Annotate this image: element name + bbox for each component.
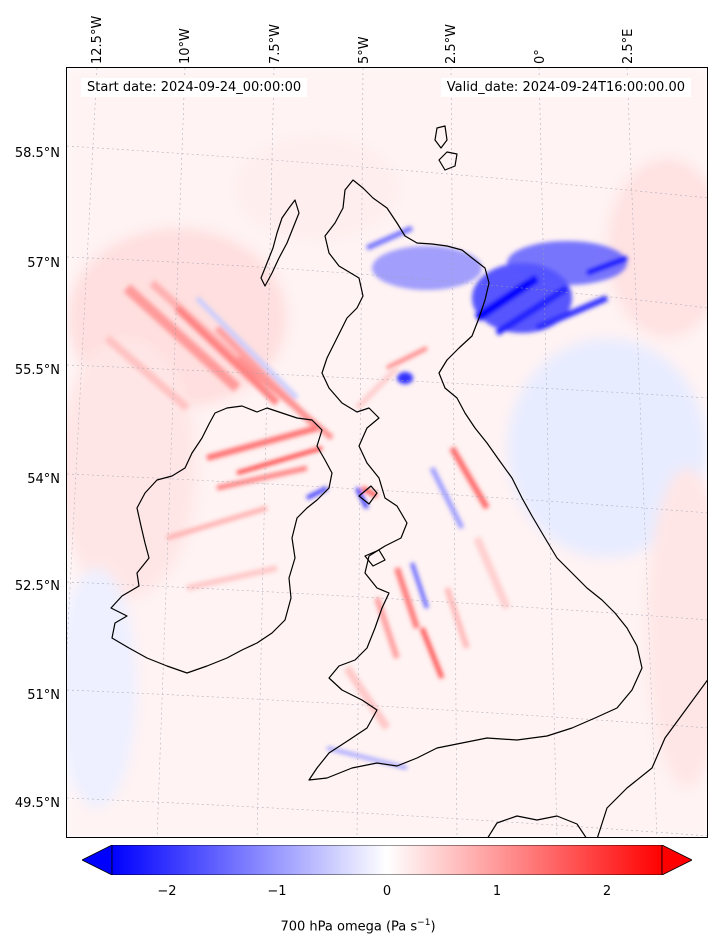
lon-label-2-5w: 2.5°W [444,23,459,64]
colorbar-label: 700 hPa omega (Pa s−1) [0,918,716,934]
coastline-orkney [438,151,458,171]
lat-label-57n: 57°N [27,256,60,271]
colorbar-tick-neg2: −2 [157,884,177,899]
colorbar-tick-neg1: −1 [267,884,287,899]
coastline-great-britain [308,179,643,781]
valid-date-label: Valid_date: 2024-09-24T16:00:00.00 [440,78,691,97]
omega-field-england-wales [326,365,511,770]
colorbar-extend-max [661,845,692,875]
coastline-isle-of-man [358,485,378,505]
map-svg [67,68,707,837]
coastline-hebrides [260,199,300,287]
coastline-ireland [110,405,333,674]
lat-label-58-5n: 58.5°N [14,146,60,161]
lat-label-52-5n: 52.5°N [14,579,60,594]
colorbar-label-exponent: −1 [417,918,431,928]
coastline-france [487,815,587,837]
lon-label-5w: 5°W [357,36,372,64]
colorbar-gradient [111,845,663,875]
colorbar-label-text: 700 hPa omega (Pa s [280,919,418,935]
colorbar-extend-min [82,845,113,875]
start-date-label: Start date: 2024-09-24_00:00:00 [81,78,308,97]
lat-label-54n: 54°N [27,472,60,487]
colorbar-label-suffix: ) [430,919,436,935]
lon-label-0: 0° [533,49,548,64]
colorbar-tick-1: 1 [492,884,502,899]
lat-label-51n: 51°N [27,688,60,703]
lon-label-2-5e: 2.5°E [621,28,636,64]
graticule [67,68,707,837]
colorbar-tick-0: 0 [382,884,392,899]
coastline-anglesey [364,549,386,567]
omega-negative-scotland [365,225,628,384]
coastlines [110,125,707,837]
lat-label-49-5n: 49.5°N [14,796,60,811]
coastline-shetland [434,125,448,149]
omega-field-background [67,68,707,837]
lon-label-12-5w: 12.5°W [90,15,105,64]
colorbar [82,845,692,875]
omega-streaks-ireland [166,425,328,591]
lon-label-10w: 10°W [178,28,193,64]
colorbar-tick-2: 2 [602,884,612,899]
lat-label-55-5n: 55.5°N [14,363,60,378]
lon-label-7-5w: 7.5°W [268,23,283,64]
map-panel: Start date: 2024-09-24_00:00:00 Valid_da… [66,67,708,838]
coastline-france-north [597,679,707,837]
